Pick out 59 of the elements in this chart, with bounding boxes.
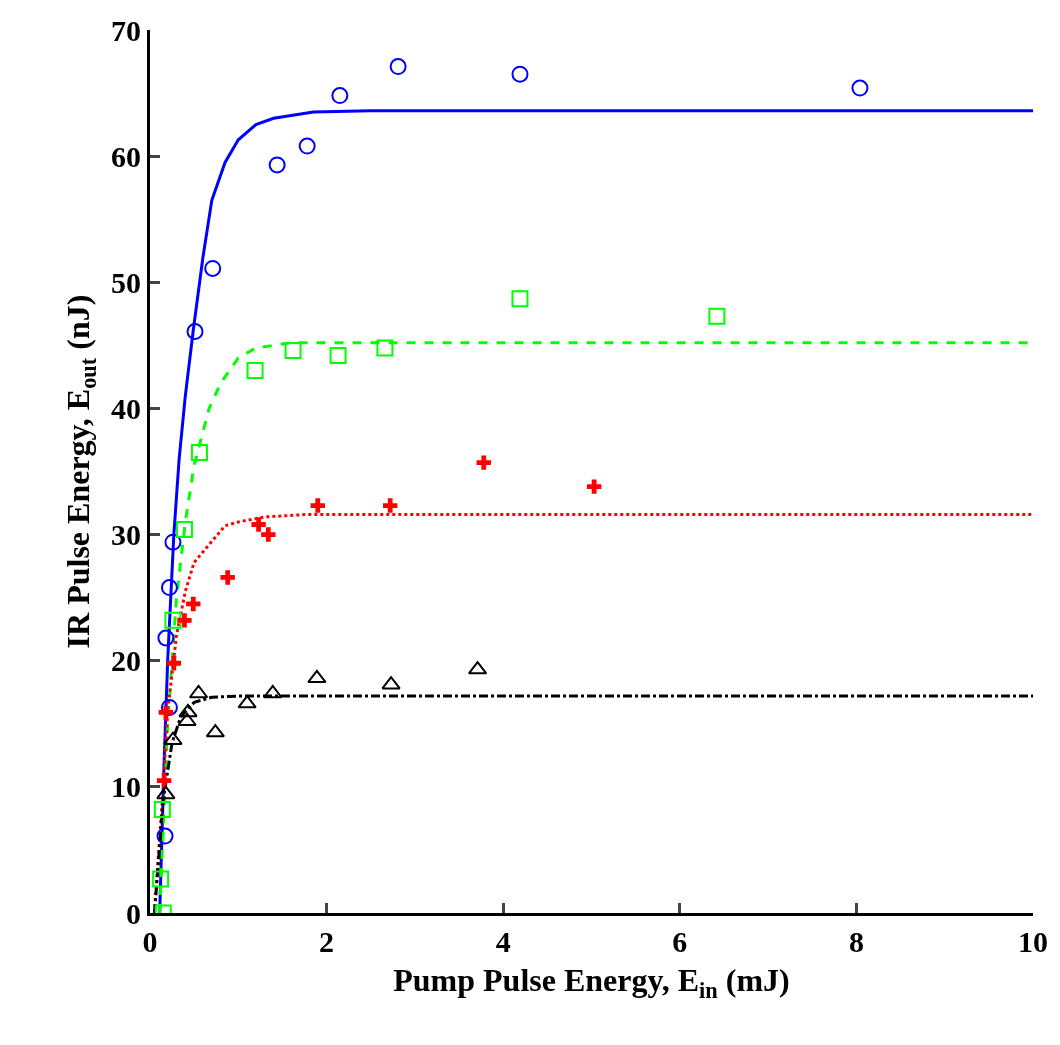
- point: [331, 87, 349, 105]
- point: [164, 533, 182, 551]
- point: [298, 137, 316, 155]
- y-tick-label: 30: [111, 518, 141, 552]
- point: [268, 156, 286, 174]
- point: [310, 498, 325, 513]
- point: [851, 79, 869, 97]
- point: [708, 307, 726, 325]
- point: [329, 346, 347, 364]
- point: [157, 629, 175, 647]
- point: [160, 698, 178, 716]
- point: [166, 656, 182, 671]
- point: [163, 731, 183, 745]
- point: [186, 596, 201, 612]
- point: [251, 517, 266, 532]
- point: [511, 290, 529, 308]
- point: [177, 712, 197, 727]
- point: [246, 362, 264, 380]
- point: [381, 676, 401, 690]
- y-tick-label: 50: [111, 265, 141, 299]
- point: [263, 685, 283, 699]
- point: [205, 724, 225, 738]
- point: [190, 444, 208, 462]
- point: [586, 479, 602, 494]
- point: [156, 773, 172, 788]
- x-tick-label: 10: [1018, 925, 1048, 958]
- point: [389, 58, 407, 76]
- y-tick-label: 20: [111, 644, 141, 678]
- x-tick-label: 4: [495, 925, 511, 958]
- y-tick-label: 70: [111, 13, 141, 47]
- point: [160, 579, 178, 597]
- y-tick-label: 60: [111, 139, 141, 173]
- x-axis-title: Pump Pulse Energy, E$_{in}$ (mJ): [393, 961, 790, 1003]
- point: [476, 455, 491, 470]
- point: [177, 613, 192, 628]
- point: [382, 498, 398, 513]
- y-tick-label: 40: [111, 391, 141, 425]
- x-tick-label: 2: [319, 925, 335, 958]
- point: [261, 527, 276, 542]
- point: [186, 322, 204, 340]
- point: [204, 259, 222, 277]
- point: [178, 703, 198, 718]
- y-tick-label: 10: [111, 770, 141, 804]
- x-tick-label: 6: [672, 925, 688, 958]
- point: [156, 827, 174, 845]
- point: [376, 339, 394, 357]
- x-tick-label: 8: [848, 925, 864, 958]
- point: [220, 570, 235, 585]
- point: [307, 669, 327, 684]
- point: [158, 705, 174, 720]
- point: [175, 521, 193, 539]
- point: [156, 785, 176, 800]
- point: [284, 341, 302, 359]
- y-tick-label: 0: [126, 896, 141, 930]
- point: [153, 801, 171, 819]
- point: [511, 65, 529, 83]
- point: [237, 695, 257, 709]
- point: [152, 870, 170, 888]
- point: [164, 611, 182, 629]
